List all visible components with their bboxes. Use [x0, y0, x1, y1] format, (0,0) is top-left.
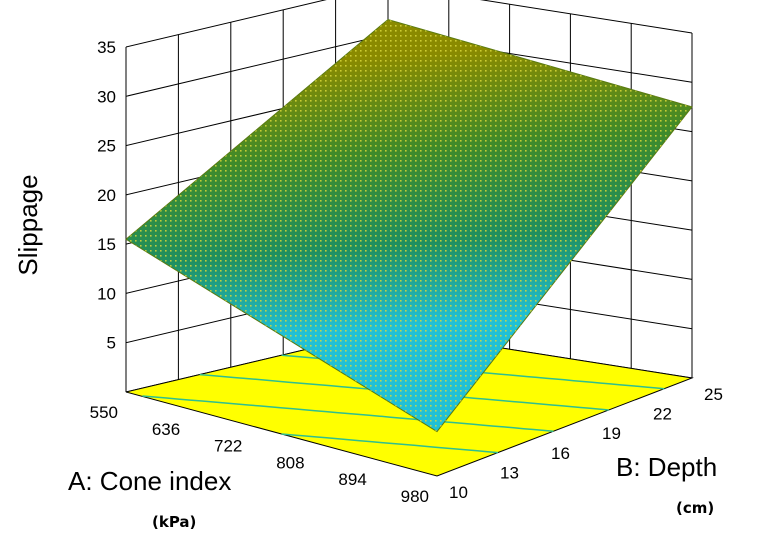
x-tick-label: 894	[338, 470, 366, 489]
z-tick-label: 20	[97, 186, 116, 205]
y-axis-title: B: Depth	[616, 452, 717, 482]
z-tick-label: 35	[97, 38, 116, 57]
x-tick-label: 722	[214, 437, 242, 456]
x-tick-label: 808	[276, 453, 304, 472]
y-tick-label: 22	[653, 405, 672, 424]
y-tick-label: 25	[704, 385, 723, 404]
z-tick-label: 10	[97, 284, 116, 303]
z-tick-label: 15	[97, 235, 116, 254]
y-tick-label: 13	[500, 463, 519, 482]
x-axis-title: A: Cone index	[68, 466, 231, 496]
tick-labels: 5 10 15 20 25 30 35 550 636 722 808 894 980 10 13 16 19 2…	[90, 38, 723, 506]
x-tick-label: 550	[90, 403, 118, 422]
z-tick-label: 30	[97, 87, 116, 106]
contour-line	[281, 433, 499, 454]
contour-line	[142, 395, 554, 433]
y-axis-unit: (cm)	[676, 499, 714, 517]
y-tick-label: 10	[449, 483, 468, 502]
z-tick-label: 25	[97, 137, 116, 156]
z-tick-label: 5	[107, 334, 116, 353]
gridline-z	[125, 0, 693, 48]
x-axis-unit: (kPa)	[152, 513, 196, 531]
response-surface	[125, 18, 693, 433]
x-tick-label: 636	[152, 420, 180, 439]
x-tick-label: 980	[401, 487, 429, 506]
y-tick-label: 19	[602, 424, 621, 443]
y-tick-label: 16	[551, 444, 570, 463]
z-axis-title: Slippage	[13, 174, 43, 275]
surface-mesh	[126, 19, 692, 432]
